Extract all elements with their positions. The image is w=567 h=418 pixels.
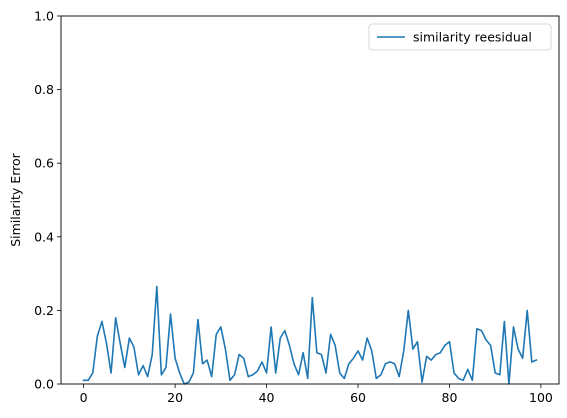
x-tick-label: 100 [529,390,553,405]
legend-entry: similarity reesidual [413,30,532,45]
y-tick-label: 1.0 [34,9,54,24]
y-tick-label: 0.8 [34,82,54,97]
legend: similarity reesidual [368,23,552,51]
series-group [82,285,538,385]
x-tick-label: 60 [350,390,366,405]
y-axis-label: Similarity Error [8,152,23,246]
axes-frame [60,15,560,385]
y-tick-label: 0.2 [34,303,54,318]
y-axis: 0.0 0.2 0.4 0.6 0.8 1.0 [34,9,61,392]
x-tick-label: 20 [167,390,183,405]
y-tick-label: 0.6 [34,156,54,171]
x-tick-label: 80 [442,390,458,405]
x-tick-label: 0 [80,390,88,405]
y-tick-label: 0.0 [34,377,54,392]
y-tick-label: 0.4 [34,229,54,244]
series-line [82,285,538,385]
legend-box [368,23,552,51]
x-axis: 0 20 40 60 80 100 [80,384,553,405]
x-tick-label: 40 [259,390,275,405]
